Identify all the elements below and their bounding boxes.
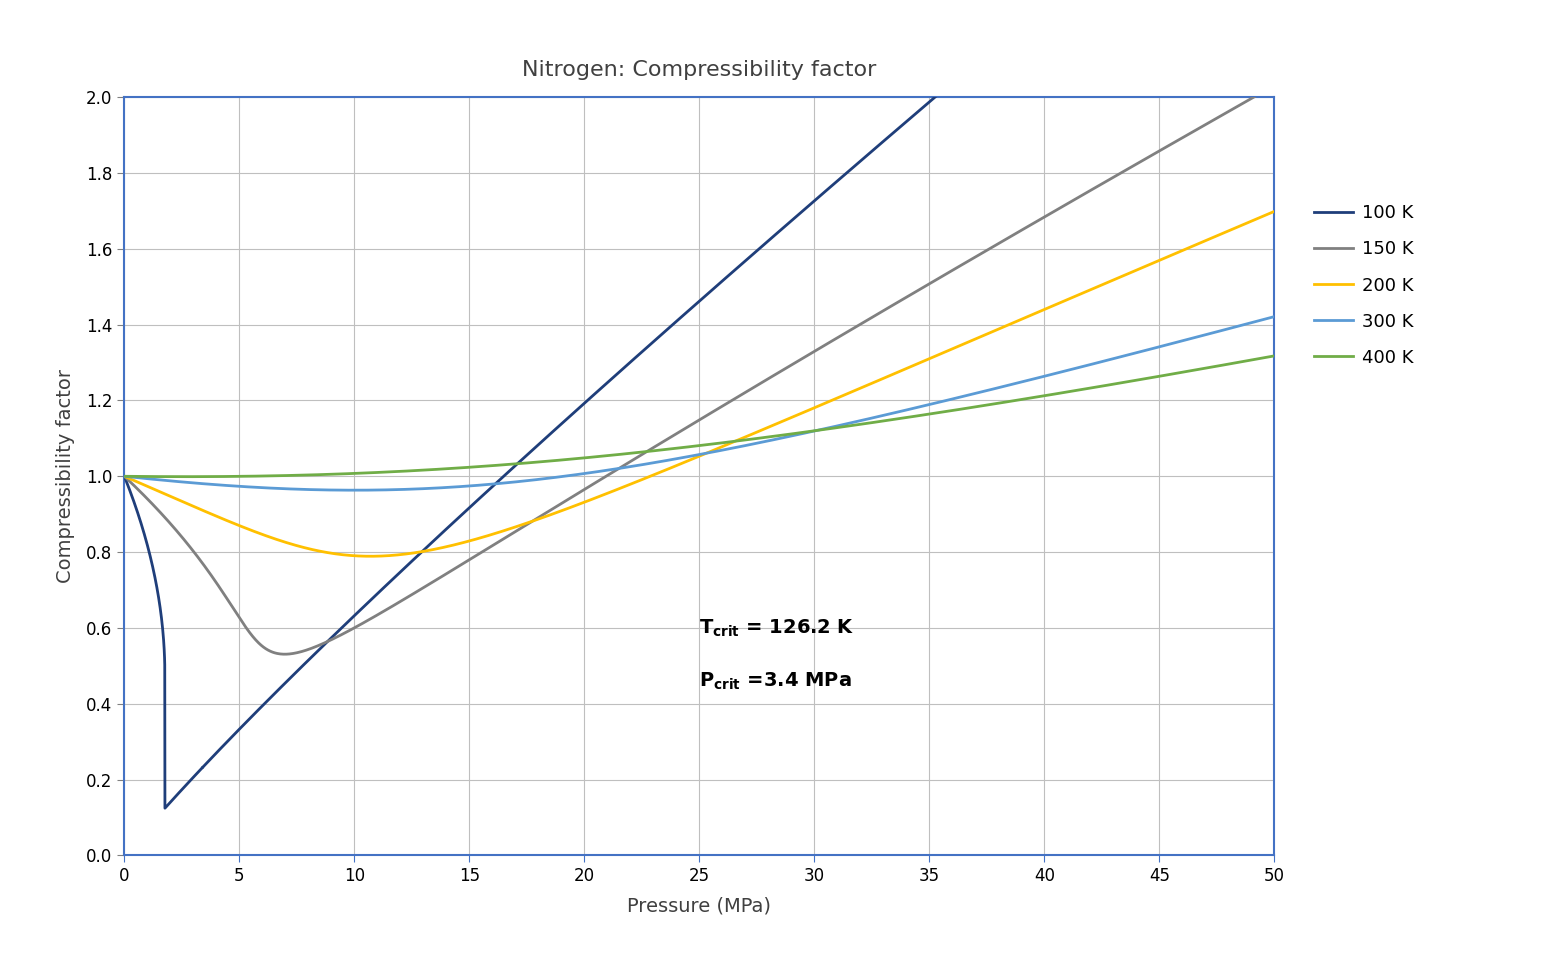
Y-axis label: Compressibility factor: Compressibility factor: [56, 369, 75, 583]
Text: P$_{\mathregular{crit}}$ =3.4 MPa: P$_{\mathregular{crit}}$ =3.4 MPa: [699, 671, 852, 692]
Title: Nitrogen: Compressibility factor: Nitrogen: Compressibility factor: [522, 60, 876, 81]
X-axis label: Pressure (MPa): Pressure (MPa): [628, 896, 771, 916]
Legend: 100 K, 150 K, 200 K, 300 K, 400 K: 100 K, 150 K, 200 K, 300 K, 400 K: [1307, 197, 1420, 374]
Text: T$_{\mathregular{crit}}$ = 126.2 K: T$_{\mathregular{crit}}$ = 126.2 K: [699, 617, 855, 639]
